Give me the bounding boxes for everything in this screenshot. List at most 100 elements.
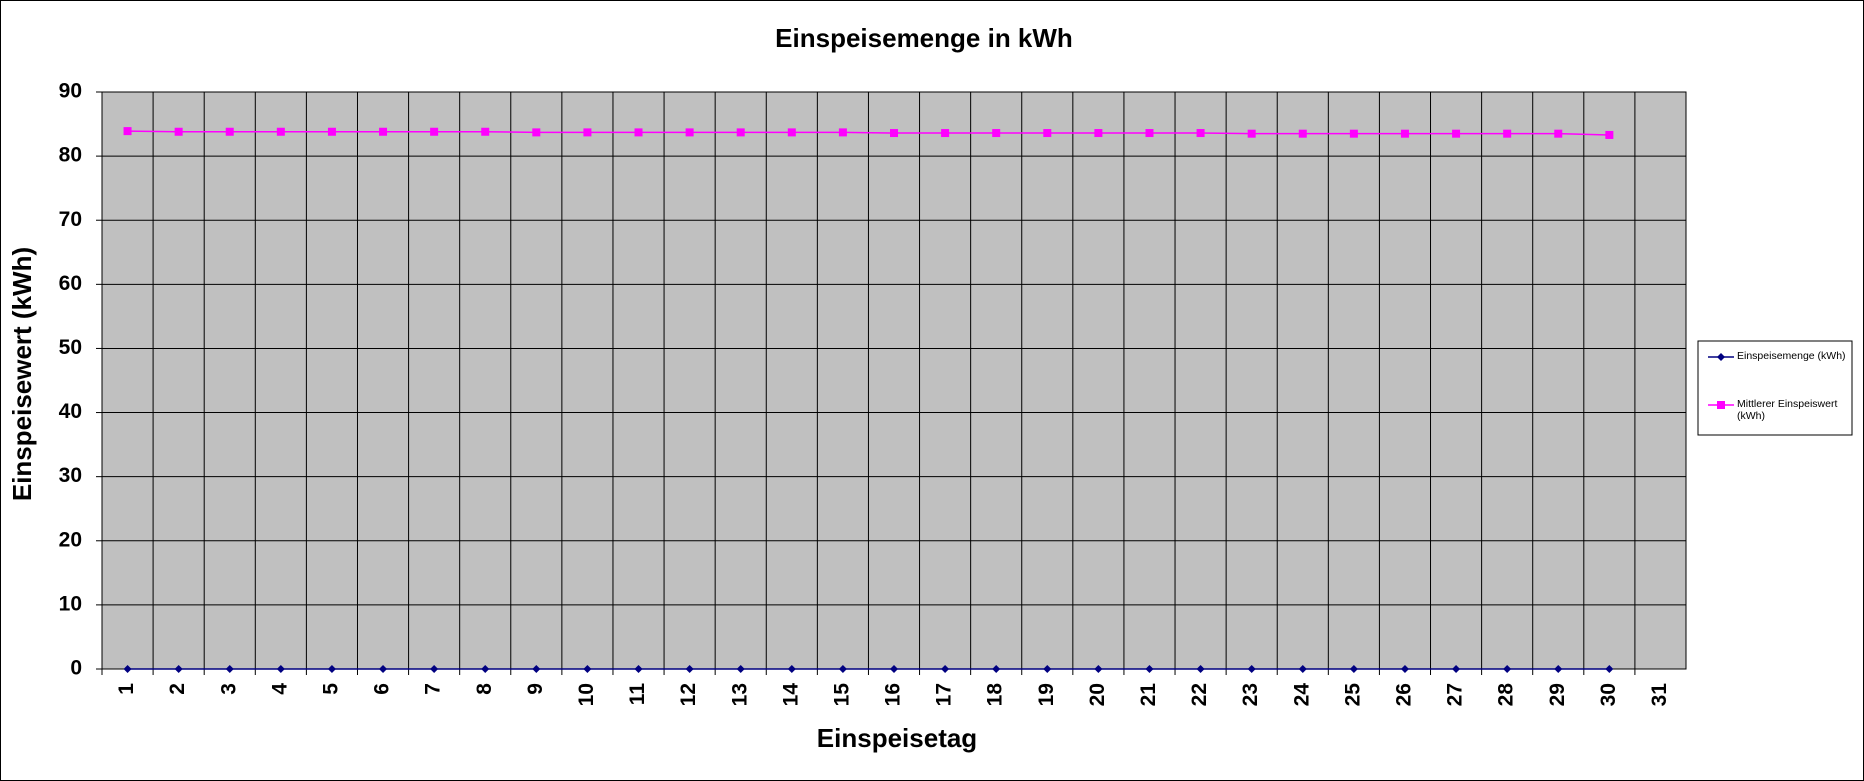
x-tick-label: 28	[1495, 683, 1518, 707]
x-tick-label: 16	[882, 683, 905, 706]
data-point	[174, 665, 183, 673]
data-point	[1503, 665, 1512, 673]
data-point	[1298, 129, 1307, 138]
data-point	[1349, 665, 1358, 673]
x-tick-label: 18	[984, 683, 1007, 707]
data-point	[1247, 129, 1256, 138]
data-point	[685, 128, 694, 137]
data-point	[225, 127, 234, 136]
series-line	[127, 130, 1610, 136]
data-point	[1605, 130, 1614, 139]
data-point	[532, 665, 541, 673]
x-tick-label: 30	[1597, 683, 1620, 706]
data-point	[123, 127, 132, 136]
data-point	[941, 129, 950, 138]
data-point	[1043, 129, 1052, 138]
legend-label: Einspeisemenge (kWh)	[1737, 350, 1846, 362]
y-tick-label: 20	[59, 528, 82, 551]
x-tick-label: 20	[1086, 683, 1109, 706]
x-tick-label: 9	[524, 683, 547, 695]
x-tick-label: 22	[1188, 683, 1211, 706]
data-point	[327, 665, 336, 673]
legend-marker	[1717, 401, 1725, 409]
data-point	[430, 665, 439, 673]
data-point	[838, 128, 847, 137]
y-tick-label: 30	[59, 464, 82, 487]
x-tick-label: 13	[728, 683, 751, 706]
data-point	[1094, 665, 1103, 673]
x-tick-label: 1	[115, 683, 138, 695]
data-point	[1452, 129, 1461, 138]
data-point	[430, 127, 439, 136]
x-tick-label: 10	[575, 683, 598, 706]
y-tick-label: 80	[59, 144, 82, 167]
data-point	[481, 665, 490, 673]
data-point	[1554, 665, 1563, 673]
y-axis-title: Einspeisewert (kWh)	[7, 247, 37, 501]
legend-label: Mittlerer Einspeiswert (kWh)	[1737, 398, 1838, 422]
x-tick-label: 2	[166, 683, 189, 695]
y-tick-label: 70	[59, 208, 82, 231]
data-point	[583, 128, 592, 137]
y-tick-label: 60	[59, 272, 82, 295]
x-tick-label: 8	[473, 683, 496, 695]
data-point	[1043, 665, 1052, 673]
x-tick-label: 4	[268, 683, 291, 695]
data-point	[992, 665, 1001, 673]
data-point	[1247, 665, 1256, 673]
data-point	[174, 127, 183, 136]
data-point	[1400, 665, 1409, 673]
data-point	[736, 665, 745, 673]
data-point	[532, 128, 541, 137]
data-point	[838, 665, 847, 673]
data-point	[736, 128, 745, 137]
data-point	[941, 665, 950, 673]
data-point	[481, 127, 490, 136]
data-point	[890, 665, 898, 673]
data-point	[634, 665, 643, 673]
x-tick-label: 19	[1035, 683, 1058, 706]
x-tick-label: 11	[626, 683, 649, 706]
data-point	[1196, 665, 1205, 673]
data-point	[1145, 129, 1154, 138]
data-point	[225, 665, 234, 673]
data-point	[1554, 129, 1563, 138]
chart-title: Einspeisemenge in kWh	[775, 23, 1073, 53]
data-point	[787, 128, 796, 137]
x-axis-title: Einspeisetag	[817, 723, 977, 753]
data-point	[1605, 665, 1614, 673]
x-tick-label: 3	[217, 683, 240, 695]
x-tick-label: 21	[1137, 683, 1160, 707]
data-point	[1503, 129, 1512, 138]
x-tick-label: 26	[1393, 683, 1416, 706]
data-point	[379, 127, 388, 136]
y-tick-label: 50	[59, 336, 82, 359]
y-tick-label: 10	[59, 592, 82, 615]
data-point	[634, 128, 643, 137]
data-point	[1094, 129, 1103, 138]
data-point	[583, 665, 592, 673]
x-tick-label: 27	[1444, 683, 1467, 706]
x-tick-label: 25	[1341, 683, 1364, 707]
x-tick-label: 24	[1290, 683, 1313, 707]
data-point	[123, 665, 132, 673]
data-point	[1145, 665, 1154, 673]
x-tick-label: 6	[371, 683, 394, 695]
x-tick-label: 29	[1546, 683, 1569, 706]
y-tick-label: 0	[70, 657, 82, 680]
data-point	[1298, 665, 1307, 673]
legend-marker	[1717, 353, 1725, 361]
data-point	[379, 665, 388, 673]
x-tick-label: 15	[830, 683, 853, 707]
x-tick-label: 17	[933, 683, 956, 706]
data-point	[327, 127, 336, 136]
data-point	[890, 129, 898, 138]
x-tick-label: 7	[422, 683, 445, 695]
data-point	[1196, 129, 1205, 138]
legend-entry: Einspeisemenge (kWh)	[1737, 350, 1846, 362]
data-point	[787, 665, 796, 673]
x-tick-label: 31	[1648, 683, 1671, 707]
plot-area	[102, 92, 1686, 669]
data-point	[276, 127, 285, 136]
